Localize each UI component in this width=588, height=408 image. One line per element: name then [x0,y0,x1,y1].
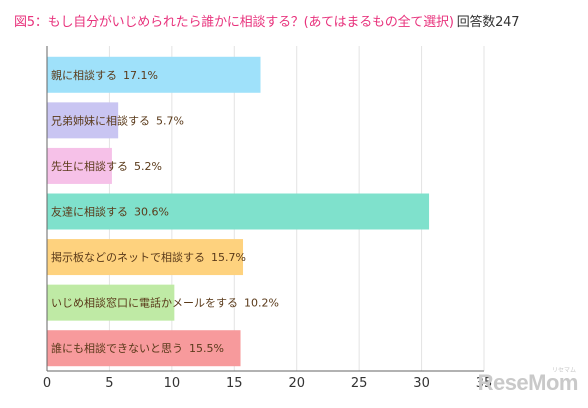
bar-7 [47,330,241,367]
bar-5 [47,239,244,276]
bar-2 [47,102,119,139]
category-label-2: 兄弟姉妹に相談する [51,113,150,127]
x-tick-label-5: 5 [105,376,113,391]
category-label-3: 先生に相談する [51,159,128,173]
value-label-5: 15.7% [211,251,246,264]
watermark-subtext: リセマム [551,368,576,374]
x-tick-label-0: 0 [43,376,51,391]
bar-1 [47,56,261,93]
bar-6 [47,284,175,321]
chart-title-row: 図5：もし自分がいじめられたら誰かに相談する？(あてはまるもの全て選択) 回答数2… [14,14,580,32]
x-tick-label-20: 20 [288,376,305,391]
x-tick-label-10: 10 [164,376,181,391]
category-label-7: 誰にも相談できないと思う [51,341,183,355]
x-tick-label-15: 15 [226,376,243,391]
bar-4 [47,193,430,230]
bar-label-5: 掲示板などのネットで相談する 15.7% [51,250,246,264]
category-label-4: 友達に相談する [51,205,128,219]
watermark-logo: ReseMom [477,370,579,395]
value-label-4: 30.6% [134,206,169,219]
bar-label-1: 親に相談する 17.1% [51,68,158,82]
x-tick-label-25: 25 [351,376,368,391]
category-label-5: 掲示板などのネットで相談する [51,250,205,264]
value-label-2: 5.7% [156,114,184,127]
x-tick-label-30: 30 [413,376,430,391]
bar-label-7: 誰にも相談できないと思う 15.5% [51,341,224,355]
value-label-3: 5.2% [134,160,162,173]
respondent-count: 回答数247 [456,15,520,30]
value-label-1: 17.1% [123,69,158,82]
bar-3 [47,147,112,184]
bars: 親に相談する 17.1% 兄弟姉妹に相談する 5.7% 先生に相談する 5.2% 友達に相談… [47,56,430,367]
value-label-7: 15.5% [189,342,224,355]
category-label-1: 親に相談する [51,68,117,82]
x-tick-label-35: 35 [476,376,493,391]
bar-label-4: 友達に相談する 30.6% [51,205,169,219]
x-axis: 0 5 10 15 20 25 30 35 [43,46,492,391]
chart-title: 図5：もし自分がいじめられたら誰かに相談する？(あてはまるもの全て選択) [14,15,454,30]
bar-label-3: 先生に相談する 5.2% [51,159,162,173]
category-label-6: いじめ相談窓口に電話かメールをする [51,296,238,310]
bar-label-2: 兄弟姉妹に相談する 5.7% [51,113,184,127]
bar-label-6: いじめ相談窓口に電話かメールをする 10.2% [51,296,279,310]
value-label-6: 10.2% [244,297,279,310]
